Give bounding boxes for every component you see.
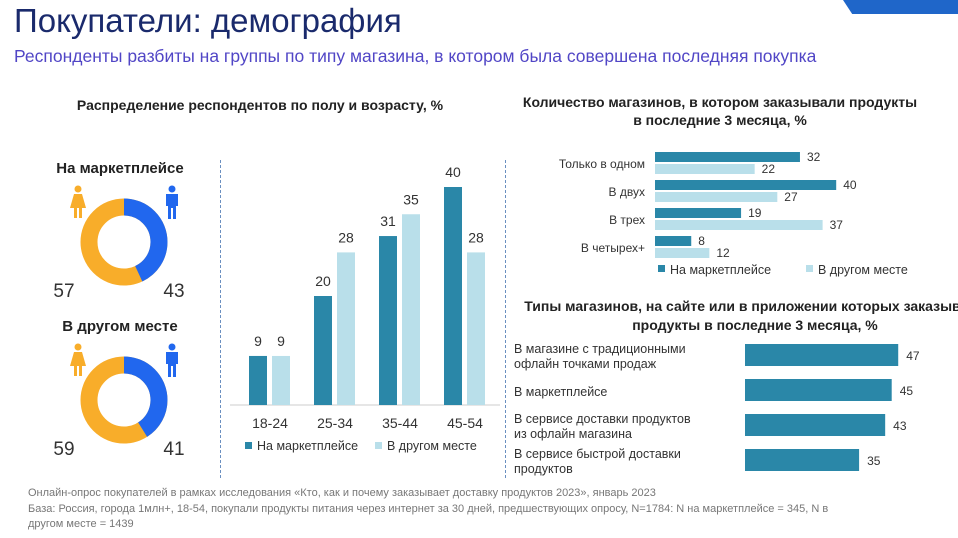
divider <box>505 160 506 478</box>
data-label: 28 <box>338 229 354 245</box>
footnote-base: База: Россия, города 1млн+, 18-54, покуп… <box>28 503 829 515</box>
female-share: 57 <box>53 281 74 302</box>
legend-swatch <box>806 265 813 272</box>
male-icon <box>166 185 178 219</box>
footnote-source: Онлайн-опрос покупателей в рамках исслед… <box>28 487 656 499</box>
legend-label: В другом месте <box>818 263 908 277</box>
x-tick-label: 18-24 <box>252 415 288 431</box>
data-label: 9 <box>277 333 285 349</box>
bar-marketplace <box>444 187 462 405</box>
x-tick-label: 25-34 <box>317 415 353 431</box>
gender-donut: 57 43 <box>53 185 185 302</box>
female-icon <box>70 343 86 376</box>
bar <box>745 379 892 401</box>
bar-other <box>655 248 710 258</box>
bar <box>745 344 899 366</box>
legend-swatch <box>658 265 665 272</box>
data-label: 47 <box>906 349 920 363</box>
data-label: 45 <box>900 384 914 398</box>
corner-decoration <box>843 0 958 14</box>
female-share: 59 <box>53 439 74 460</box>
data-label: 27 <box>784 190 798 204</box>
store-types-chart: В магазине с традиционными офлайн точками… <box>514 342 920 476</box>
bar-other <box>402 214 420 405</box>
bar-marketplace <box>314 296 332 405</box>
data-label: 28 <box>468 229 484 245</box>
female-icon <box>70 185 86 218</box>
x-tick-label: 45-54 <box>447 415 483 431</box>
bar-other <box>655 192 778 202</box>
age-chart-title: Распределение респондентов по полу и воз… <box>76 97 444 113</box>
data-label: 32 <box>807 150 821 164</box>
category-label: В сервисе доставки продуктов из офлайн ма… <box>514 412 691 441</box>
page-title: Покупатели: демография <box>14 2 402 39</box>
bar-other <box>655 220 823 230</box>
legend-label: На маркетплейсе <box>257 439 358 453</box>
bar <box>745 414 886 436</box>
category-label: В сервисе быстрой доставки продуктов <box>514 447 681 476</box>
male-icon <box>166 343 178 377</box>
data-label: 40 <box>445 164 461 180</box>
donut-group-label: В другом месте <box>62 318 178 335</box>
category-label: В двух <box>609 185 645 199</box>
bar-other <box>337 252 355 405</box>
bar-marketplace <box>655 208 742 218</box>
category-label: В маркетплейсе <box>514 385 607 399</box>
data-label: 9 <box>254 333 262 349</box>
data-label: 31 <box>380 213 396 229</box>
bar-other <box>467 252 485 405</box>
category-label: Только в одном <box>559 157 645 171</box>
page-subtitle: Респонденты разбиты на группы по типу ма… <box>14 46 817 66</box>
data-label: 35 <box>403 191 419 207</box>
bar <box>745 449 860 471</box>
store-types-title: Типы магазинов, на сайте или в приложени… <box>524 298 958 333</box>
data-label: 19 <box>748 206 762 220</box>
donut-group-label: На маркетплейсе <box>56 160 184 177</box>
age-bar-chart: 9 9 18-24 20 28 25-34 31 35 35-44 40 28 45-54 На мар… <box>230 164 500 453</box>
stores-count-chart: Только в одном 32 22 В двух 40 27 В трех 19 37 В … <box>559 150 908 277</box>
donut-male-segment <box>80 198 168 286</box>
bar-other <box>655 164 755 174</box>
male-share: 41 <box>163 439 184 460</box>
legend-label: На маркетплейсе <box>670 263 771 277</box>
data-label: 12 <box>716 246 730 260</box>
bar-marketplace <box>249 355 267 405</box>
legend-swatch <box>245 442 252 449</box>
bar-marketplace <box>379 236 397 405</box>
donut-male-segment <box>80 356 168 444</box>
data-label: 20 <box>315 273 331 289</box>
category-label: В магазине с традиционными офлайн точками… <box>514 342 686 371</box>
footnote-base-cont: другом месте = 1439 <box>28 518 134 530</box>
stores-count-title: Количество магазинов, в котором заказыва… <box>522 94 918 128</box>
bar-other <box>272 355 290 405</box>
divider <box>220 160 221 478</box>
gender-donut: 59 41 <box>53 343 185 460</box>
data-label: 8 <box>698 234 705 248</box>
bar-marketplace <box>655 152 800 162</box>
category-label: В четырех+ <box>581 241 645 255</box>
data-label: 35 <box>867 454 881 468</box>
data-label: 22 <box>762 162 776 176</box>
data-label: 37 <box>830 218 844 232</box>
data-label: 43 <box>893 419 907 433</box>
data-label: 40 <box>843 178 857 192</box>
x-tick-label: 35-44 <box>382 415 418 431</box>
bar-marketplace <box>655 236 692 246</box>
legend-swatch <box>375 442 382 449</box>
category-label: В трех <box>609 213 645 227</box>
legend-label: В другом месте <box>387 439 477 453</box>
male-share: 43 <box>163 281 184 302</box>
bar-marketplace <box>655 180 837 190</box>
